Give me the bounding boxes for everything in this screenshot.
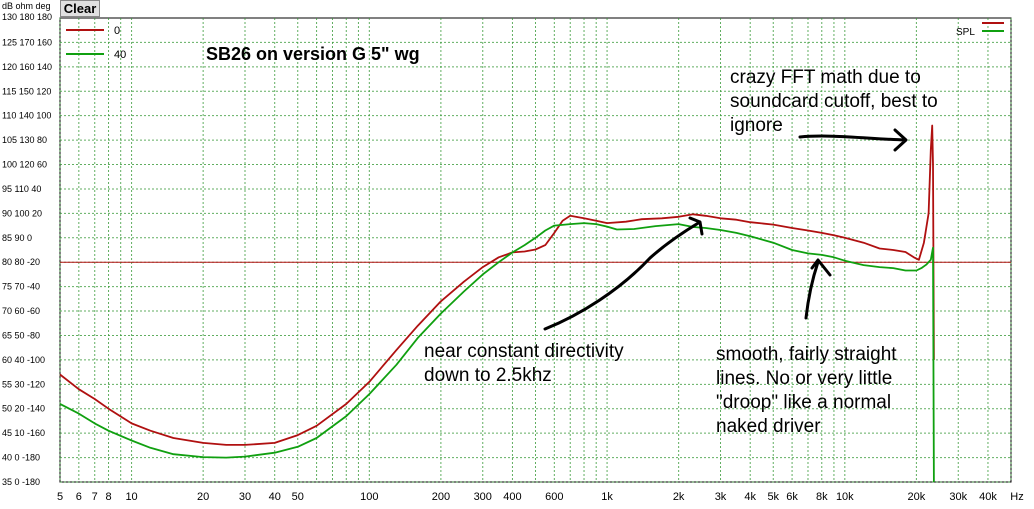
y-tick-label: 130 180 180 (2, 12, 52, 22)
y-tick-label: 85 90 0 (2, 233, 32, 243)
y-tick-label: 95 110 40 (2, 184, 41, 194)
x-tick-label: 30k (949, 491, 967, 503)
y-tick-label: 60 40 -100 (2, 355, 45, 365)
annotation-fft: crazy FFT math due to soundcard cutoff, … (730, 67, 938, 136)
x-tick-label: 200 (432, 491, 450, 503)
x-tick-label: 30 (239, 491, 251, 503)
y-tick-label: 80 80 -20 (2, 257, 40, 267)
series-line-40 (59, 222, 935, 483)
x-tick-label: 100 (360, 491, 378, 503)
legend-right-label: SPL (956, 27, 975, 38)
series-line-0 (59, 124, 935, 446)
y-tick-label: 45 10 -160 (2, 428, 45, 438)
x-tick-label: 6k (786, 491, 798, 503)
x-tick-label: 400 (503, 491, 521, 503)
x-tick-label: 50 (292, 491, 304, 503)
x-tick-label: 10 (125, 491, 137, 503)
y-tick-label: 55 30 -120 (2, 379, 45, 389)
y-tick-label: 105 130 80 (2, 135, 47, 145)
x-tick-label: 5 (57, 491, 63, 503)
y-tick-label: 90 100 20 (2, 208, 42, 218)
clear-button[interactable]: Clear (60, 0, 100, 17)
axis-units-label: dB ohm deg (2, 1, 51, 11)
y-tick-label: 50 20 -140 (2, 404, 45, 414)
x-tick-label: 6 (76, 491, 82, 503)
y-tick-label: 120 160 140 (2, 62, 52, 72)
x-tick-label: 8k (816, 491, 828, 503)
x-tick-label: 600 (545, 491, 563, 503)
y-tick-label: 75 70 -40 (2, 282, 40, 292)
arrow-smooth (804, 258, 832, 320)
y-tick-label: 125 170 160 (2, 37, 52, 47)
x-tick-label: 40 (269, 491, 281, 503)
x-tick-label: Hz (1010, 491, 1023, 503)
annotation-directivity: near constant directivity down to 2.5khz (424, 341, 624, 386)
x-tick-label: 2k (673, 491, 685, 503)
y-tick-label: 35 0 -180 (2, 477, 40, 487)
chart-title: SB26 on version G 5" wg (206, 44, 420, 64)
y-tick-label: 110 140 100 (2, 111, 51, 121)
x-tick-label: 10k (836, 491, 854, 503)
x-tick-label: 20k (908, 491, 926, 503)
x-tick-label: 8 (105, 491, 111, 503)
x-tick-label: 4k (744, 491, 756, 503)
arrow-fft (798, 128, 908, 152)
y-tick-label: 70 60 -60 (2, 306, 40, 316)
legend-label-0: 0 (114, 25, 120, 37)
x-tick-label: 7 (92, 491, 98, 503)
x-tick-label: 20 (197, 491, 209, 503)
x-tick-label: 300 (474, 491, 492, 503)
legend-label-40: 40 (114, 49, 126, 61)
x-tick-label: 40k (979, 491, 997, 503)
x-tick-label: 1k (601, 491, 613, 503)
annotation-smooth: smooth, fairly straight lines. No or ver… (716, 344, 897, 437)
x-tick-label: 5k (767, 491, 779, 503)
x-tick-label: 3k (715, 491, 727, 503)
arrow-directivity (543, 216, 704, 331)
y-tick-label: 40 0 -180 (2, 453, 40, 463)
y-tick-label: 115 150 120 (2, 86, 51, 96)
y-tick-label: 65 50 -80 (2, 330, 40, 340)
y-tick-label: 100 120 60 (2, 160, 47, 170)
